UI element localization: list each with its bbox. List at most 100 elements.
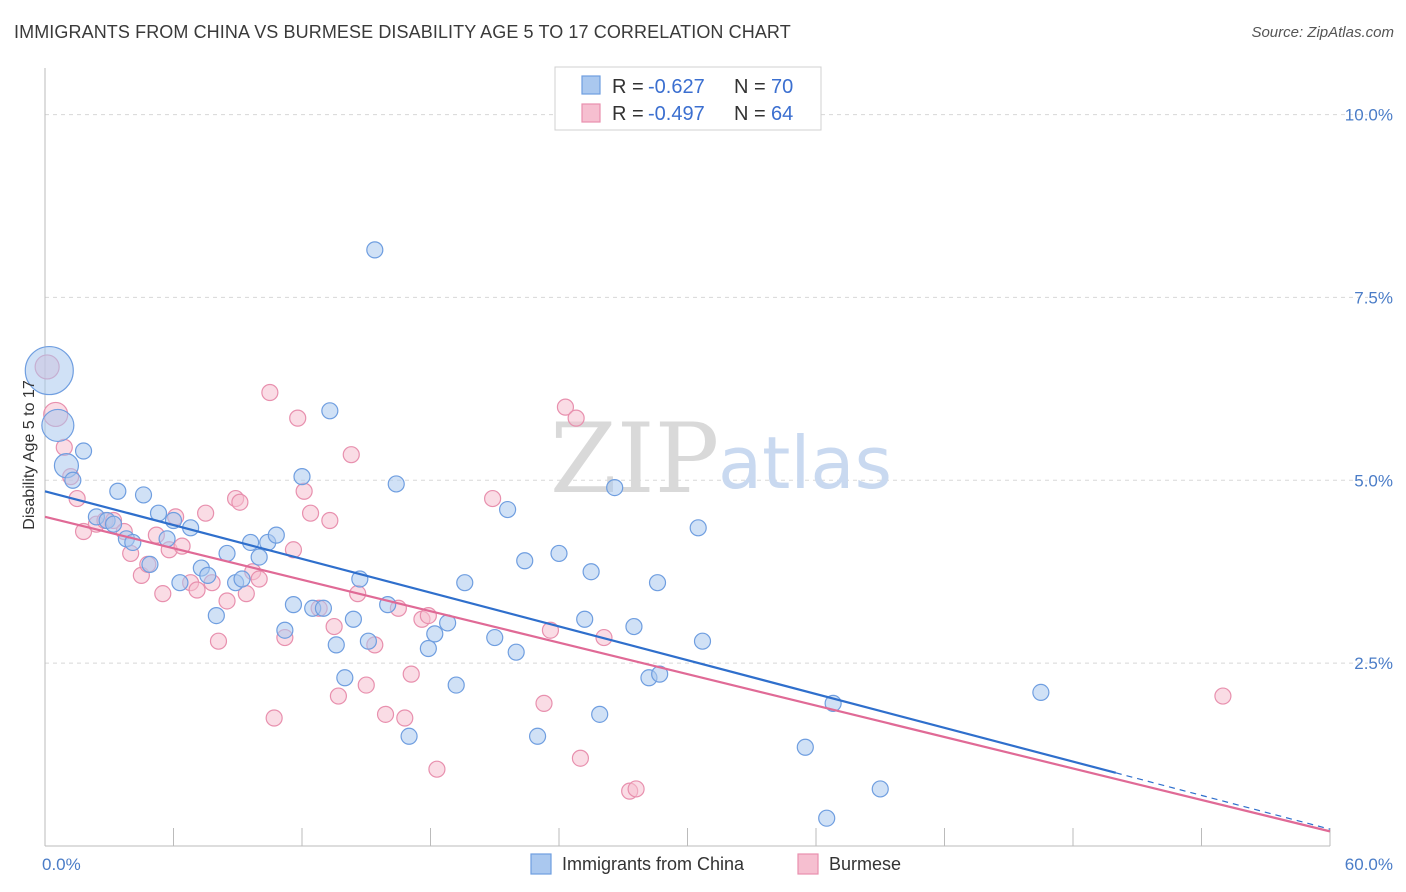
china-point-28 (276, 621, 294, 639)
china-point-7 (104, 515, 123, 533)
bottom-legend: Immigrants from China Burmese (530, 853, 901, 875)
china-point-39 (366, 241, 384, 259)
china-point-1 (41, 408, 75, 443)
legend-swatch-china (581, 75, 601, 95)
axes (44, 68, 1331, 847)
burmese-point-28 (250, 570, 268, 588)
china-point-52 (528, 727, 547, 745)
burmese-point-42 (357, 676, 375, 694)
burmese-point-39 (329, 687, 348, 705)
china-point-47 (456, 574, 474, 592)
china-point-51 (516, 552, 534, 570)
china-point-8 (109, 482, 127, 500)
burmese-point-37 (321, 511, 339, 530)
china-point-25 (250, 548, 268, 566)
china-point-29 (284, 596, 303, 614)
china-point-27 (267, 526, 285, 544)
y-tick-label-3: 10.0% (1345, 106, 1393, 125)
x-tick-label-1: 60.0% (1345, 855, 1393, 874)
burmese-point-59 (627, 780, 645, 798)
watermark-atlas-text: atlas (718, 421, 892, 505)
burmese-point-55 (567, 409, 585, 427)
china-point-11 (134, 486, 153, 504)
legend-n-label-burmese: N = (734, 103, 766, 125)
china-point-12 (141, 555, 159, 574)
china-point-35 (336, 669, 354, 687)
china-point-44 (426, 625, 444, 643)
china-point-23 (233, 570, 251, 588)
burmese-trend-line (44, 515, 1331, 833)
y-tick-labels: 2.5% 5.0% 7.5% 10.0% (1345, 106, 1393, 674)
china-point-33 (321, 402, 339, 420)
burmese-point-56 (571, 749, 590, 767)
china-point-42 (400, 727, 418, 745)
china-point-62 (689, 519, 707, 537)
burmese-point-14 (154, 585, 172, 603)
legend-swatch-burmese (581, 103, 601, 123)
watermark: ZIP atlas (550, 403, 892, 515)
china-point-50 (507, 643, 525, 661)
china-point-67 (871, 780, 889, 798)
china-point-30 (293, 468, 311, 486)
burmese-point-47 (402, 665, 420, 683)
burmese-point-50 (428, 760, 446, 778)
legend-r-value-burmese: -0.497 (648, 103, 705, 125)
china-point-65 (818, 809, 836, 827)
china-point-48 (486, 628, 504, 647)
burmese-point-51 (484, 489, 502, 508)
china-point-55 (582, 563, 600, 581)
china-trend-extension (1115, 772, 1331, 830)
china-point-61 (651, 665, 669, 683)
chart-title: IMMIGRANTS FROM CHINA VS BURMESE DISABIL… (14, 22, 791, 42)
bottom-legend-swatch-burmese (797, 853, 819, 875)
x-tick-label-0: 0.0% (42, 855, 81, 874)
bottom-legend-swatch-china (530, 853, 552, 875)
china-point-38 (359, 632, 377, 650)
burmese-point-44 (376, 705, 395, 723)
china-point-32 (314, 599, 333, 617)
source-label: Source: ZipAtlas.com (1251, 24, 1394, 41)
bottom-legend-label-burmese: Burmese (829, 854, 901, 874)
legend-n-value-burmese: 64 (771, 103, 793, 125)
legend-n-value-china: 70 (771, 76, 793, 98)
china-point-36 (344, 610, 362, 628)
burmese-point-23 (218, 592, 236, 610)
china-point-43 (419, 639, 437, 658)
y-tick-label-2: 7.5% (1354, 288, 1393, 307)
china-point-53 (550, 544, 568, 563)
burmese-point-40 (342, 446, 360, 464)
burmese-point-32 (284, 541, 303, 559)
burmese-point-25 (231, 493, 249, 511)
burmese-point-60 (1214, 687, 1232, 705)
legend: R = -0.627 N = 70 R = -0.497 N = 64 (554, 66, 822, 131)
china-point-3 (64, 471, 82, 489)
china-point-41 (387, 475, 405, 493)
burmese-point-52 (535, 694, 553, 712)
burmese-point-34 (295, 482, 313, 500)
china-point-68 (1032, 683, 1050, 702)
china-point-16 (171, 574, 189, 592)
burmese-point-46 (396, 709, 414, 727)
legend-n-label-china: N = (734, 76, 766, 98)
burmese-point-33 (289, 409, 307, 427)
china-point-57 (606, 479, 624, 497)
y-axis-label: Disability Age 5 to 17 (21, 380, 38, 530)
legend-r-label-china: R = (612, 76, 644, 98)
burmese-point-35 (301, 504, 320, 522)
china-points (24, 241, 1050, 827)
bottom-legend-label-china: Immigrants from China (562, 854, 745, 874)
y-tick-label-0: 2.5% (1354, 654, 1393, 673)
china-point-64 (796, 738, 814, 756)
china-point-54 (576, 610, 594, 628)
china-trend-line (44, 490, 1117, 774)
china-point-49 (499, 500, 517, 519)
y-tick-label-1: 5.0% (1354, 471, 1393, 490)
burmese-point-22 (209, 632, 228, 650)
burmese-point-38 (325, 617, 343, 636)
china-point-24 (242, 533, 260, 552)
china-point-60 (648, 574, 667, 592)
china-point-20 (207, 606, 225, 625)
x-tick-labels: 0.0% 60.0% (42, 855, 1393, 874)
china-point-34 (327, 636, 345, 654)
trend-lines (44, 490, 1331, 833)
